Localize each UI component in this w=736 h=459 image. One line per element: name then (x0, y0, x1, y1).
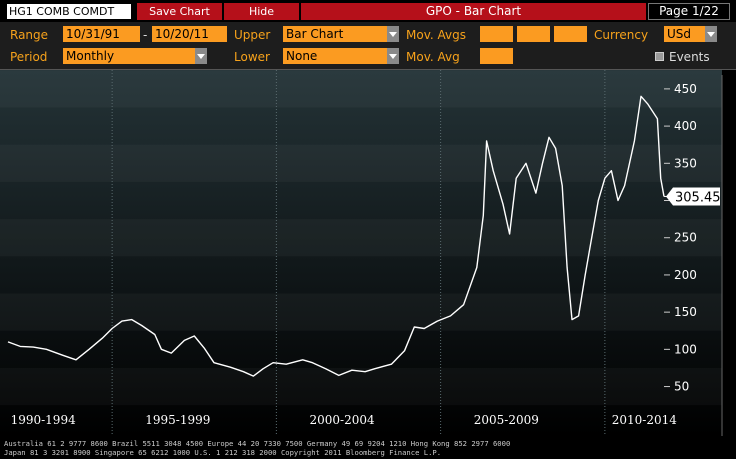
footer-contacts: Australia 61 2 9777 8600 Brazil 5511 304… (4, 439, 511, 448)
mov-avg-lower-field[interactable] (480, 48, 513, 64)
currency-label: Currency (594, 28, 649, 42)
period-select[interactable]: Monthly (63, 48, 207, 64)
page-title: GPO - Bar Chart (301, 3, 646, 20)
plot-background (0, 70, 722, 436)
mov-avgs-label: Mov. Avgs (406, 28, 466, 42)
lower-label: Lower (234, 50, 270, 64)
currency-select-value: USd (667, 27, 692, 41)
y-band (0, 107, 722, 144)
y-band (0, 182, 722, 219)
chevron-down-icon[interactable] (195, 48, 207, 64)
save-chart-button[interactable]: Save Chart (137, 3, 222, 20)
x-tick-label: 2010-2014 (612, 413, 677, 427)
y-tick-label: 350 (674, 156, 697, 170)
divider (0, 69, 736, 70)
x-tick-label: 1995-1999 (145, 413, 210, 427)
lower-select[interactable]: None (283, 48, 399, 64)
events-label: Events (669, 50, 710, 64)
upper-select[interactable]: Bar Chart (283, 26, 399, 42)
top-bar: HG1 COMB COMDT Save Chart Hide GPO - Bar… (0, 0, 736, 22)
ticker-field[interactable]: HG1 COMB COMDT (7, 4, 131, 19)
mov-avg-label: Mov. Avg (406, 50, 460, 64)
mov-avg-1-field[interactable] (480, 26, 513, 42)
last-value-badge (666, 187, 720, 206)
y-band (0, 219, 722, 256)
y-tick-label: 250 (674, 231, 697, 245)
chevron-down-icon[interactable] (387, 26, 399, 42)
y-band (0, 145, 722, 182)
chevron-down-icon[interactable] (387, 48, 399, 64)
y-band (0, 70, 722, 107)
price-chart: 50100150200250300350400450 1990-19941995… (0, 70, 723, 436)
lower-select-value: None (286, 49, 318, 63)
control-panel: Range 10/31/91 - 10/20/11 Upper Bar Char… (0, 22, 736, 69)
range-start-field[interactable]: 10/31/91 (63, 26, 140, 42)
chevron-down-icon[interactable] (705, 26, 717, 42)
period-select-value: Monthly (66, 49, 115, 63)
y-tick-label: 400 (674, 119, 697, 133)
events-checkbox[interactable] (655, 52, 664, 61)
y-band (0, 368, 722, 405)
y-tick-label: 50 (674, 380, 689, 394)
y-band (0, 331, 722, 368)
y-band (0, 256, 722, 293)
mov-avg-3-field[interactable] (554, 26, 587, 42)
upper-label: Upper (234, 28, 271, 42)
range-dash: - (143, 28, 148, 42)
y-tick-label: 200 (674, 268, 697, 282)
mov-avg-2-field[interactable] (517, 26, 550, 42)
page-indicator[interactable]: Page 1/22 (648, 3, 730, 20)
x-tick-label: 2005-2009 (474, 413, 539, 427)
range-end-field[interactable]: 10/20/11 (152, 26, 227, 42)
x-tick-label: 1990-1994 (11, 413, 76, 427)
footer: Australia 61 2 9777 8600 Brazil 5511 304… (0, 439, 736, 459)
currency-select[interactable]: USd (664, 26, 717, 42)
range-label: Range (10, 28, 49, 42)
last-value-label: 305.45 (675, 190, 721, 205)
hide-button[interactable]: Hide (224, 3, 299, 20)
footer-copyright: Japan 81 3 3201 8900 Singapore 65 6212 1… (4, 448, 442, 457)
period-label: Period (10, 50, 48, 64)
price-line (7, 95, 665, 377)
y-band (0, 294, 722, 331)
x-tick-label: 2000-2004 (310, 413, 375, 427)
y-tick-label: 150 (674, 305, 697, 319)
upper-select-value: Bar Chart (286, 27, 344, 41)
y-tick-label: 450 (674, 82, 697, 96)
y-tick-label: 100 (674, 342, 697, 356)
